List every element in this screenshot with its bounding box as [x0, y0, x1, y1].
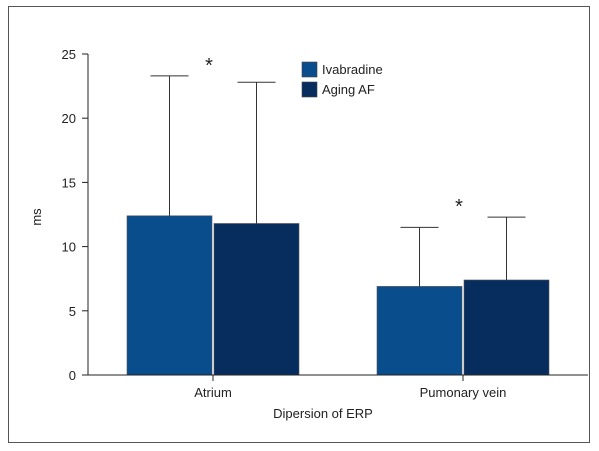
legend: Ivabradine Aging AF	[301, 61, 383, 98]
significance-marker: *	[205, 55, 213, 77]
x-ticks: Atrium Pumonary vein	[194, 375, 506, 400]
bar	[213, 223, 300, 376]
y-tick-label: 10	[62, 240, 76, 255]
y-tick-label: 20	[62, 111, 76, 126]
legend-label: Ivabradine	[322, 62, 383, 77]
bar	[376, 286, 463, 376]
figure-border	[8, 6, 590, 443]
y-ticks: 0 5 10 15 20 25	[62, 47, 88, 383]
legend-swatch	[301, 61, 318, 78]
bar	[126, 215, 213, 376]
y-tick-label: 25	[62, 47, 76, 62]
legend-label: Aging AF	[322, 82, 375, 97]
y-tick-label: 5	[69, 304, 76, 319]
y-tick-label: 0	[69, 368, 76, 383]
legend-swatch	[301, 81, 318, 98]
bar	[463, 279, 550, 376]
y-tick-label: 15	[62, 175, 76, 190]
bars	[126, 215, 550, 376]
annotations: **	[205, 55, 463, 218]
significance-marker: *	[455, 196, 463, 218]
x-tick-label: Pumonary vein	[420, 385, 507, 400]
x-tick-label: Atrium	[194, 385, 232, 400]
error-bars	[150, 75, 526, 287]
y-axis-title: ms	[29, 208, 44, 226]
x-axis-title: Dipersion of ERP	[273, 406, 373, 421]
